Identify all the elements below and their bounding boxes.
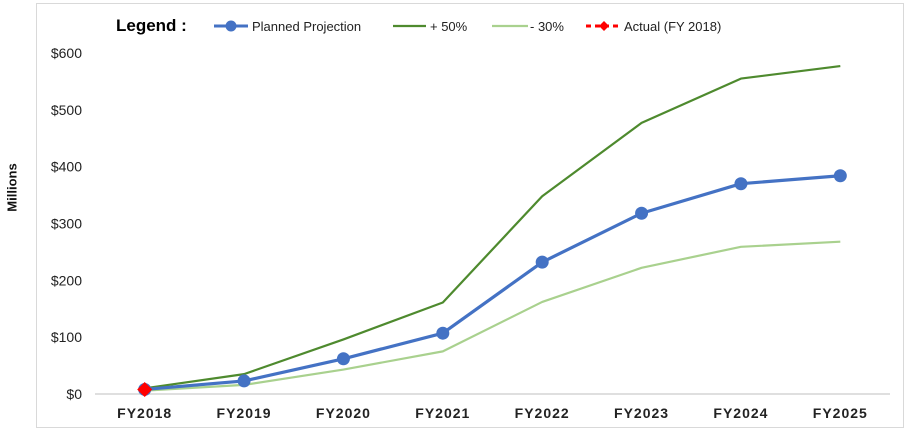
y-tick-label: $100 [51,329,82,345]
legend: Legend : Planned Projection + 50% - 30% Act… [116,16,721,35]
series-group [137,64,847,397]
planned-projection-series-point [436,326,450,340]
plus-50-series-line [144,64,841,390]
legend-label-minus-30: - 30% [530,19,564,34]
legend-label-actual: Actual (FY 2018) [624,19,721,34]
x-tick-label: FY2024 [713,405,768,421]
x-axis-ticks: FY2018 FY2019 FY2020 FY2021 FY2022 FY2023 FY20… [117,405,868,421]
planned-projection-series-point [237,374,251,388]
planned-projection-series-point [535,255,549,269]
legend-marker-planned [225,20,237,32]
x-tick-label: FY2025 [813,405,868,421]
planned-projection-series-point [833,169,847,183]
minus-30-series-line [144,240,841,392]
x-tick-label: FY2020 [316,405,371,421]
x-tick-label: FY2018 [117,405,172,421]
actual-point [137,381,153,397]
y-tick-label: $400 [51,159,82,175]
y-tick-label: $300 [51,216,82,232]
x-tick-label: FY2019 [217,405,272,421]
legend-title: Legend : [116,16,187,35]
y-axis-ticks: $0 $100 $200 $300 $400 $500 $600 [51,45,82,402]
x-tick-label: FY2022 [515,405,570,421]
legend-label-plus-50: + 50% [430,19,468,34]
legend-marker-actual [599,21,609,31]
y-tick-label: $0 [66,386,82,402]
y-tick-label: $200 [51,272,82,288]
planned-projection-series-line [144,174,841,392]
legend-label-planned: Planned Projection [252,19,361,34]
planned-projection-series-point [635,206,649,220]
chart-frame [36,3,904,428]
y-tick-label: $500 [51,102,82,118]
x-tick-label: FY2023 [614,405,669,421]
planned-projection-series-point [734,177,748,191]
y-tick-label: $600 [51,45,82,61]
x-tick-label: FY2021 [415,405,470,421]
planned-projection-series-point [336,352,350,366]
